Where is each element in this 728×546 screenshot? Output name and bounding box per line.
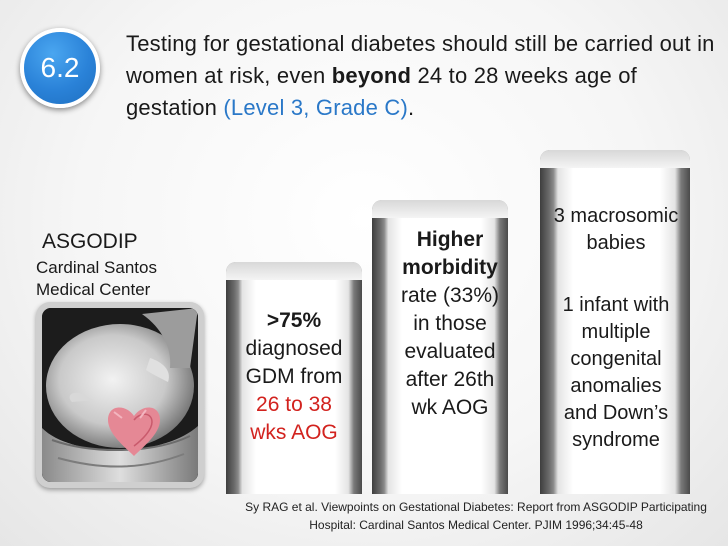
step-2-line-3: GDM from — [245, 365, 343, 388]
step-3-line-3: rate (33%) — [400, 284, 500, 307]
step-4-line-7: and Down’s — [563, 402, 669, 424]
step-2-range: 26 to 38 — [256, 393, 332, 416]
section-number: 6.2 — [40, 52, 80, 83]
step-4-text-bottom: 1 infant with multiple congenital anomal… — [536, 292, 696, 454]
step-2-unit: wks AOG — [250, 421, 338, 444]
step-3-line-7: wk AOG — [411, 396, 489, 419]
heading-text-part-1: Testing for gestational diabetes should … — [126, 31, 715, 88]
heading-text-part-2: 24 to 28 weeks age of gestation — [126, 63, 637, 120]
step-column-2-cap — [226, 262, 362, 280]
heading-text-part-3: . — [407, 95, 415, 120]
step-4-line-4: multiple — [581, 321, 651, 343]
step-column-4 — [540, 150, 690, 494]
step-3-line-6: after 26th — [405, 368, 495, 391]
step-2-line-2: diagnosed — [245, 337, 343, 360]
step-3-text: Higher morbidity rate (33%) in those eva… — [372, 226, 528, 422]
step-3-line-2: morbidity — [402, 256, 498, 279]
pregnancy-photo — [42, 308, 198, 482]
citation-line-1: Sy RAG et al. Viewpoints on Gestational … — [245, 500, 707, 514]
step-4-line-2: babies — [586, 232, 646, 254]
step-column-3 — [372, 200, 508, 494]
step-4-line-3: 1 infant with — [562, 294, 670, 316]
step-4-line-5: congenital — [570, 348, 662, 370]
step-2-percent: >75% — [266, 309, 322, 332]
study-site-line-2: Medical Center — [36, 280, 151, 299]
step-3-line-1: Higher — [416, 228, 484, 251]
step-4-line-6: anomalies — [570, 375, 662, 397]
pregnancy-photo-frame — [36, 302, 204, 488]
step-4-line-8: syndrome — [572, 429, 660, 451]
step-3-line-4: in those — [413, 312, 487, 335]
step-column-2 — [226, 262, 362, 494]
study-name: ASGODIP — [42, 230, 138, 253]
evidence-level: (Level 3, Grade C) — [223, 95, 408, 120]
step-4-line-1: 3 macrosomic — [553, 205, 679, 227]
section-number-badge: 6.2 — [20, 28, 100, 108]
study-site-line-1: Cardinal Santos — [36, 258, 157, 277]
study-site: Cardinal Santos Medical Center — [36, 257, 206, 301]
slide-heading: Testing for gestational diabetes should … — [126, 28, 716, 124]
pregnant-belly-heart-image — [42, 308, 198, 482]
citation-line-2: Hospital: Cardinal Santos Medical Center… — [309, 518, 643, 532]
reference-citation: Sy RAG et al. Viewpoints on Gestational … — [226, 498, 726, 534]
step-3-line-5: evaluated — [404, 340, 496, 363]
step-2-text: >75% diagnosed GDM from 26 to 38 wks AOG — [226, 307, 362, 447]
step-4-text-top: 3 macrosomic babies — [536, 203, 696, 257]
step-column-3-cap — [372, 200, 508, 218]
heading-emphasis: beyond — [331, 63, 412, 88]
step-column-4-cap — [540, 150, 690, 168]
